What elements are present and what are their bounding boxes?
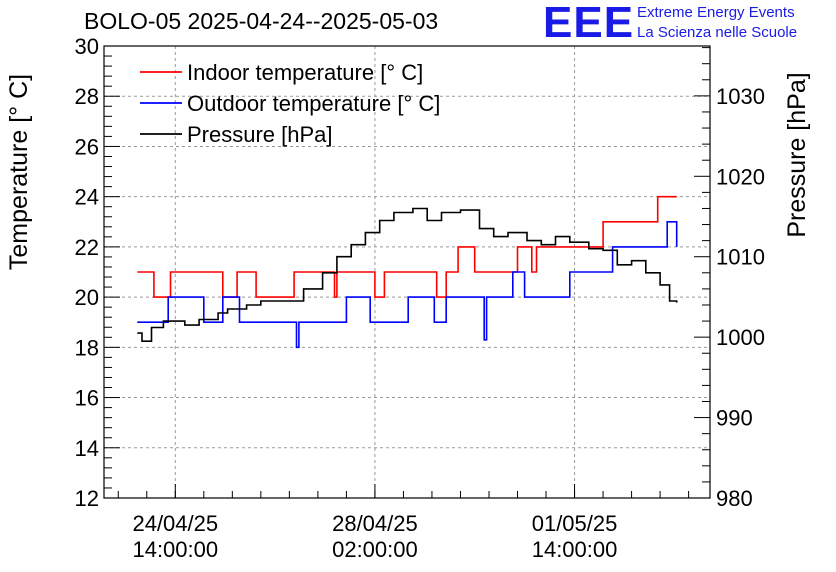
y-tick-label: 12 [75, 486, 99, 511]
plot-frame [103, 45, 711, 499]
labels-layer: 12 14 16 18 20 22 24 26 28 30 980 990 1000 1010 1020 10… [5, 34, 811, 562]
y-tick-label: 22 [75, 235, 99, 260]
y2-tick-label: 1020 [716, 164, 765, 189]
y-tick-label: 30 [75, 34, 99, 59]
y-axis-title: Temperature [° C] [5, 74, 33, 270]
series-line-outdoor-temperature-c [137, 221, 678, 349]
x-tick-label-time: 02:00:00 [332, 537, 418, 562]
legend: Indoor temperature [° C] Outdoor temperat… [140, 60, 440, 147]
series-line-pressure-hpa [137, 207, 678, 342]
y2-tick-label: 1010 [716, 245, 765, 270]
y-tick-label: 14 [75, 436, 99, 461]
legend-label: Indoor temperature [° C] [187, 60, 423, 85]
x-tick-label-date: 28/04/25 [332, 511, 418, 536]
x-tick-label-date: 01/05/25 [532, 511, 618, 536]
y2-tick-label: 980 [716, 486, 753, 511]
x-tick-label-time: 14:00:00 [532, 537, 618, 562]
legend-label: Outdoor temperature [° C] [187, 91, 440, 116]
y-tick-label: 28 [75, 84, 99, 109]
y-tick-label: 18 [75, 335, 99, 360]
org-name-line1: Extreme Energy Events [637, 4, 795, 21]
y2-axis-title: Pressure [hPa] [783, 72, 811, 237]
eee-logo: EEE [543, 0, 635, 47]
x-tick-label-time: 14:00:00 [132, 537, 218, 562]
legend-label: Pressure [hPa] [187, 122, 333, 147]
y-tick-label: 20 [75, 285, 99, 310]
y2-tick-label: 990 [716, 406, 753, 431]
y-tick-label: 16 [75, 386, 99, 411]
y-tick-label: 24 [75, 185, 99, 210]
ticks-layer [104, 45, 710, 499]
chart-title: BOLO-05 2025-04-24--2025-05-03 [84, 8, 439, 34]
x-tick-label-date: 24/04/25 [132, 511, 218, 536]
org-name-line2: La Scienza nelle Scuole [637, 24, 798, 41]
y2-tick-label: 1000 [716, 325, 765, 350]
grid-layer [104, 46, 710, 498]
y2-tick-label: 1030 [716, 84, 765, 109]
y-tick-label: 26 [75, 134, 99, 159]
series-layer [137, 195, 678, 349]
